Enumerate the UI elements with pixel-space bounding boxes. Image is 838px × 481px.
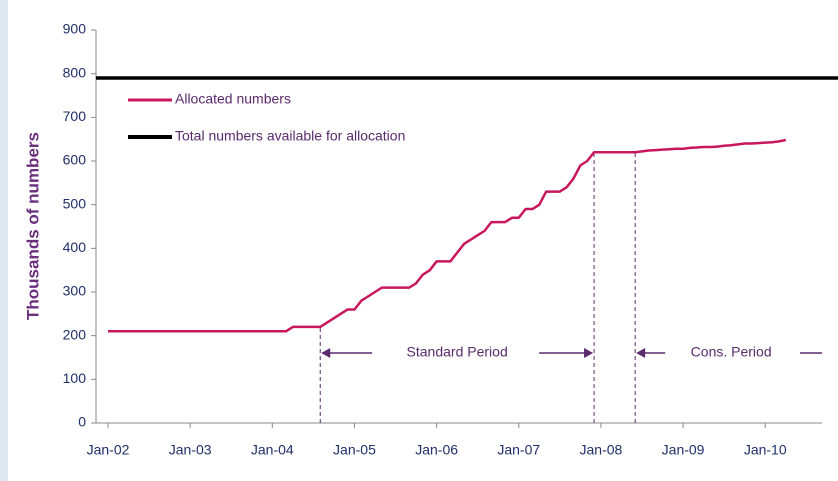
y-tick-label: 200 xyxy=(63,326,87,342)
x-tick-label: Jan-02 xyxy=(87,442,130,458)
y-tick-label: 500 xyxy=(63,195,87,211)
y-tick-label: 100 xyxy=(63,370,87,386)
x-tick-label: Jan-05 xyxy=(333,442,376,458)
x-tick-label: Jan-09 xyxy=(662,442,705,458)
series-line xyxy=(108,138,787,333)
chart-background xyxy=(8,0,838,481)
x-tick-label: Jan-03 xyxy=(169,442,212,458)
annotation: Cons. Period xyxy=(691,344,772,360)
y-tick-label: 900 xyxy=(63,21,87,37)
x-tick-label: Jan-04 xyxy=(251,442,294,458)
y-tick-label: 0 xyxy=(78,414,86,430)
x-tick-label: Jan-06 xyxy=(415,442,458,458)
y-tick-label: 600 xyxy=(63,152,87,168)
y-tick-label: 700 xyxy=(63,108,87,124)
y-axis-label: Thousands of numbers xyxy=(23,132,42,320)
legend-label: Allocated numbers xyxy=(175,91,291,107)
y-tick-label: 400 xyxy=(63,239,87,255)
x-tick-label: Jan-08 xyxy=(580,442,623,458)
y-tick-label: 800 xyxy=(63,64,87,80)
x-tick-label: Jan-10 xyxy=(744,442,787,458)
y-tick-label: 300 xyxy=(63,283,87,299)
legend-label: Total numbers available for allocation xyxy=(175,128,405,144)
x-tick-label: Jan-07 xyxy=(497,442,540,458)
annotation: Standard Period xyxy=(407,344,508,360)
